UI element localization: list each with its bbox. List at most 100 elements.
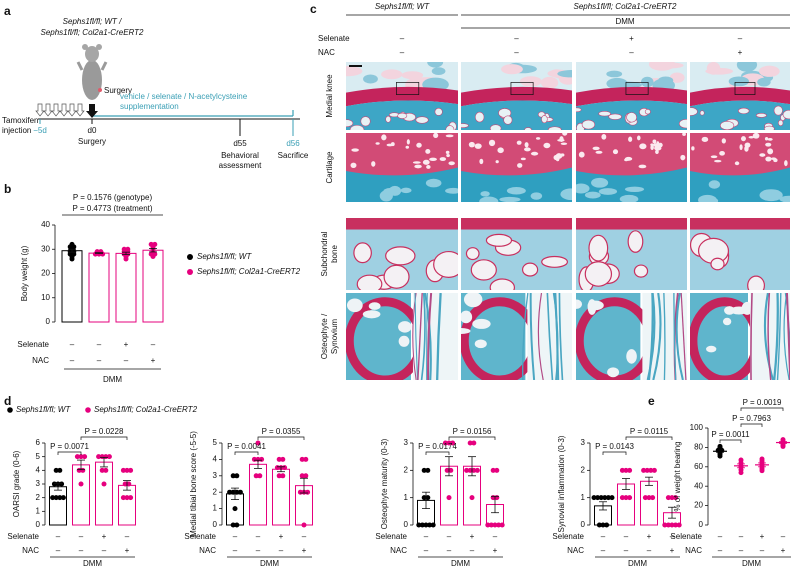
stain [592,146,600,151]
error-bar [737,463,745,469]
condition-sign: + [647,532,652,541]
condition-name: NAC [32,356,49,365]
data-point [425,495,431,501]
y-axis-label: Synovial inflammation (0-3) [557,435,566,532]
legend-marker [85,407,91,413]
data-point [251,456,257,462]
stain [346,66,363,77]
stain [436,293,442,380]
data-point [299,456,305,462]
condition-sign: – [739,532,744,541]
histology-image [461,62,572,130]
y-tick-label: 0 [404,520,409,529]
stain [624,158,629,162]
stain [356,274,383,290]
error-bar [277,466,285,473]
stain [759,189,783,202]
stain [349,124,365,130]
stain [503,115,513,125]
data-point [297,489,303,495]
histology-image [346,293,458,380]
condition-sign: – [302,532,307,541]
condition-sign: + [781,546,786,555]
stain [517,163,523,168]
stain [706,62,721,75]
data-point [274,465,280,471]
stain [762,189,772,198]
stain [606,70,623,78]
histology-grid [346,62,790,380]
stain [710,155,718,159]
stain [714,159,722,163]
stain [499,196,521,202]
condition-sign: – [56,532,61,541]
stain [701,136,709,142]
stain [368,302,381,310]
stain [784,160,788,167]
p-value: P = 0.0228 [85,427,124,436]
condition-sign: – [79,532,84,541]
y-tick-label: 0 [699,520,704,529]
bar [88,252,110,323]
stain [406,139,410,145]
data-point [641,467,647,473]
data-point [280,456,286,462]
stain [350,162,357,168]
condition-name: NAC [567,546,584,555]
data-point [69,241,75,247]
p-value: P = 0.0115 [630,427,669,436]
error-bar [779,441,787,444]
stain [764,136,769,141]
stain [560,142,568,146]
data-point [303,456,309,462]
stain [690,107,698,116]
histology-image [346,133,458,202]
stain [690,133,790,176]
stain [576,218,687,230]
row-label: Cartilage [325,151,334,184]
y-tick-label: 2 [36,493,41,502]
stain [470,259,497,281]
stain [767,148,774,155]
stain [540,76,559,89]
stain [748,135,755,139]
group-label: DMM [615,17,634,26]
stain [744,145,749,152]
condition-sign: – [400,34,405,43]
stain [752,133,760,139]
data-point [253,473,259,479]
stain [386,143,394,147]
data-point [99,467,105,473]
stain [708,180,721,189]
stain [398,321,412,333]
condition-sign: + [738,48,743,57]
surgery-arrow [86,104,98,118]
stain [765,156,772,162]
stain [607,367,620,378]
data-point [305,489,311,495]
stain [433,250,458,278]
error-bar [445,456,453,477]
stain [633,264,649,278]
stain [638,164,647,169]
bar [115,252,137,323]
stain [576,299,583,309]
data-point [644,467,650,473]
row-label: Subchondral [320,231,329,276]
data-point [103,467,109,473]
condition-sign: – [400,48,405,57]
stain [601,134,607,140]
condition-sign: – [738,34,743,43]
stain [383,188,397,196]
data-point [299,473,305,479]
stain [474,143,482,149]
stain [416,142,422,148]
supplement-text: vehicle / selenate / N-acetylcysteine [120,92,248,101]
stain [375,142,380,145]
condition-sign: – [151,340,156,349]
stain [719,150,725,156]
y-tick-label: 40 [41,220,50,229]
stain [734,161,740,166]
stain [488,139,496,147]
condition-sign: – [447,546,452,555]
